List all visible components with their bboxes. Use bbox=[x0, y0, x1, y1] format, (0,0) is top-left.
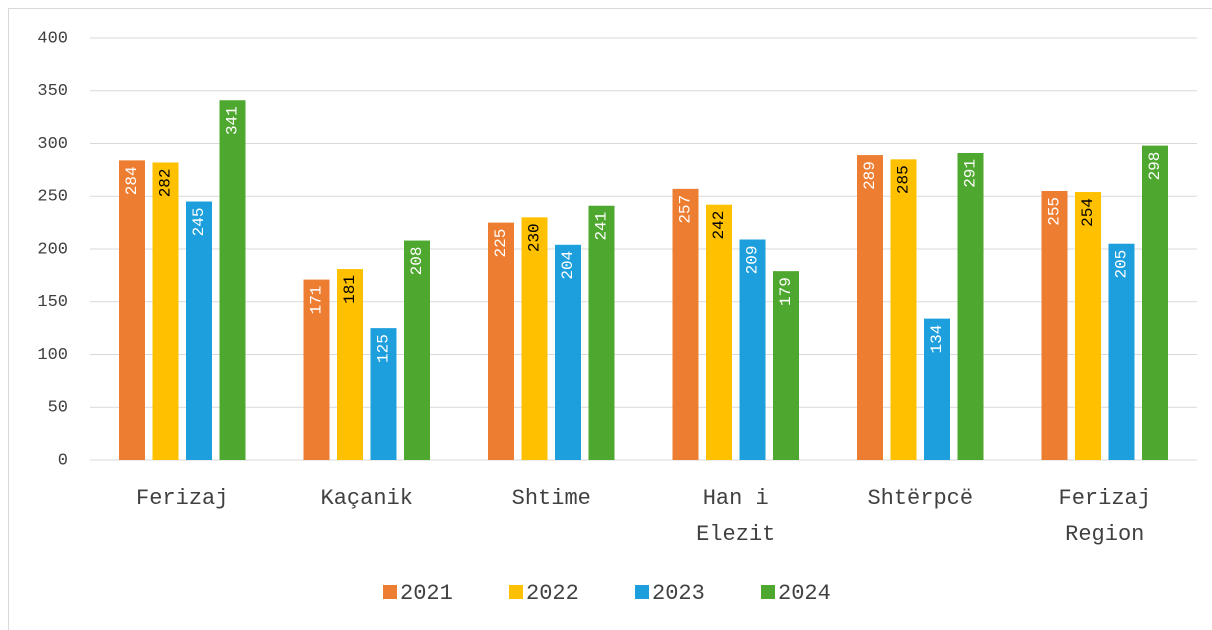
y-tick-label: 150 bbox=[37, 293, 68, 312]
bar bbox=[588, 205, 615, 460]
data-label: 291 bbox=[962, 159, 980, 188]
x-tick-label: Shtime bbox=[512, 486, 591, 511]
data-label: 285 bbox=[895, 165, 913, 194]
bar bbox=[488, 222, 514, 460]
legend-swatch bbox=[383, 585, 397, 599]
chart-border bbox=[8, 8, 1212, 630]
data-label: 242 bbox=[710, 211, 728, 240]
bar bbox=[555, 244, 581, 460]
data-label: 298 bbox=[1146, 152, 1164, 181]
bar bbox=[404, 240, 430, 460]
bar bbox=[1075, 192, 1101, 460]
x-tick-label: Shtërpcë bbox=[867, 486, 973, 511]
data-label: 181 bbox=[341, 275, 359, 304]
bar bbox=[521, 217, 548, 460]
data-label: 125 bbox=[375, 334, 393, 363]
data-label: 241 bbox=[593, 212, 611, 241]
data-label: 209 bbox=[744, 246, 762, 275]
y-tick-label: 0 bbox=[58, 451, 68, 470]
x-tick-label: Ferizaj bbox=[136, 486, 228, 511]
data-label: 255 bbox=[1046, 197, 1064, 226]
data-label: 225 bbox=[492, 229, 510, 258]
bar bbox=[890, 159, 917, 460]
bar bbox=[186, 201, 212, 460]
bar bbox=[739, 239, 766, 460]
data-label: 341 bbox=[224, 106, 242, 135]
data-label: 282 bbox=[157, 168, 175, 197]
data-label: 171 bbox=[308, 286, 326, 315]
data-label: 208 bbox=[408, 247, 426, 276]
y-tick-label: 100 bbox=[37, 346, 68, 365]
bar bbox=[303, 279, 330, 460]
y-tick-label: 400 bbox=[37, 29, 68, 48]
legend-swatch bbox=[761, 585, 775, 599]
bar bbox=[773, 271, 799, 460]
y-tick-label: 250 bbox=[37, 188, 68, 207]
legend-label: 2022 bbox=[526, 581, 579, 606]
data-label: 230 bbox=[526, 223, 544, 252]
legend-swatch bbox=[509, 585, 523, 599]
data-label: 254 bbox=[1079, 198, 1097, 227]
legend-swatch bbox=[635, 585, 649, 599]
bar bbox=[152, 162, 179, 461]
bar bbox=[672, 188, 699, 461]
data-label: 289 bbox=[861, 161, 879, 190]
bar bbox=[119, 160, 145, 460]
bar bbox=[1041, 190, 1068, 460]
data-label: 257 bbox=[677, 195, 695, 224]
bar bbox=[924, 318, 950, 460]
data-label: 245 bbox=[190, 208, 208, 237]
x-tick-label: Han i Elezit bbox=[696, 486, 775, 547]
data-label: 134 bbox=[928, 325, 946, 354]
legend-label: 2024 bbox=[778, 581, 831, 606]
bar bbox=[1108, 243, 1135, 460]
legend-label: 2021 bbox=[400, 581, 453, 606]
bar bbox=[857, 155, 883, 461]
data-label: 179 bbox=[777, 277, 795, 306]
data-label: 204 bbox=[559, 251, 577, 280]
data-label: 284 bbox=[123, 166, 141, 195]
bar bbox=[1142, 145, 1168, 461]
x-tick-label: Kaçanik bbox=[321, 486, 413, 511]
bar bbox=[219, 100, 246, 461]
y-tick-label: 350 bbox=[37, 82, 68, 101]
y-tick-label: 200 bbox=[37, 240, 68, 259]
bar bbox=[957, 152, 984, 460]
data-label: 205 bbox=[1113, 250, 1131, 279]
y-tick-label: 50 bbox=[48, 399, 68, 418]
legend-label: 2023 bbox=[652, 581, 705, 606]
x-tick-label: Ferizaj Region bbox=[1059, 486, 1151, 547]
bar bbox=[706, 204, 732, 460]
bar bbox=[337, 269, 363, 460]
y-tick-label: 300 bbox=[37, 135, 68, 154]
bar bbox=[370, 328, 397, 460]
